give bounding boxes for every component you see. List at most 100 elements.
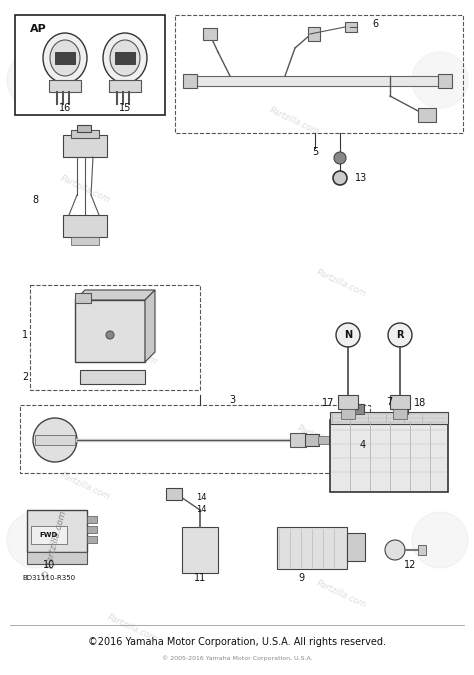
Bar [418, 108, 436, 122]
Text: 7: 7 [386, 397, 392, 407]
Bar [87, 516, 97, 523]
Text: Partzilla.com: Partzilla.com [59, 173, 112, 205]
Bar [393, 409, 407, 419]
Bar [35, 435, 75, 445]
Bar [338, 395, 358, 409]
Text: 15: 15 [119, 103, 131, 113]
Bar [27, 552, 87, 564]
Bar [341, 409, 355, 419]
Bar [31, 526, 67, 544]
Bar [390, 395, 410, 409]
Circle shape [33, 418, 77, 462]
Bar [15, 15, 165, 115]
Text: 4: 4 [360, 440, 366, 450]
Bar [87, 526, 97, 533]
Text: 5: 5 [312, 147, 318, 157]
Bar [115, 52, 135, 64]
Bar [49, 80, 81, 92]
Circle shape [336, 323, 360, 347]
Text: 1: 1 [22, 330, 28, 340]
Text: 16: 16 [59, 103, 71, 113]
Ellipse shape [110, 40, 140, 76]
Text: © 2005-2016 Yamaha Motor Corporation, U.S.A.: © 2005-2016 Yamaha Motor Corporation, U.… [162, 655, 312, 661]
Bar [87, 536, 97, 543]
Bar [305, 434, 319, 446]
Text: N: N [344, 330, 352, 340]
Text: 9: 9 [298, 573, 304, 583]
Text: ©2016 Yamaha Motor Corporation, U.S.A. All rights reserved.: ©2016 Yamaha Motor Corporation, U.S.A. A… [88, 637, 386, 647]
Polygon shape [145, 290, 155, 362]
Bar [27, 510, 87, 552]
Circle shape [333, 171, 347, 185]
Text: Partzilla.com: Partzilla.com [106, 612, 159, 643]
Circle shape [388, 323, 412, 347]
Text: Partzilla.com: Partzilla.com [106, 335, 159, 367]
Circle shape [7, 52, 63, 108]
Text: BD31110-R350: BD31110-R350 [22, 575, 75, 581]
Bar [109, 80, 141, 92]
Circle shape [385, 540, 405, 560]
Bar [30, 285, 200, 390]
Text: 10: 10 [43, 560, 55, 570]
Text: © partzilla.com: © partzilla.com [42, 510, 68, 580]
Bar [75, 300, 145, 362]
Bar [438, 74, 452, 88]
Text: FWD: FWD [40, 532, 58, 538]
Bar [330, 412, 448, 424]
Text: Partzilla.com: Partzilla.com [296, 423, 349, 454]
Bar [20, 405, 370, 473]
Bar [308, 27, 320, 41]
Text: 2: 2 [22, 372, 28, 382]
Text: 3: 3 [229, 395, 235, 405]
Bar [342, 432, 356, 448]
Text: Partzilla.com: Partzilla.com [59, 470, 112, 502]
Bar [55, 52, 75, 64]
Bar [71, 130, 99, 138]
Bar [330, 420, 448, 492]
Ellipse shape [43, 33, 87, 83]
Bar [63, 135, 107, 157]
Text: 12: 12 [404, 560, 416, 570]
Text: 14: 14 [196, 506, 207, 514]
Bar [183, 74, 197, 88]
Text: 14: 14 [196, 493, 207, 502]
Bar [185, 76, 441, 86]
Bar [350, 404, 364, 414]
Circle shape [106, 331, 114, 339]
Bar [277, 527, 347, 569]
Text: 8: 8 [32, 195, 38, 205]
Text: 18: 18 [414, 398, 426, 408]
Circle shape [7, 512, 63, 568]
Polygon shape [75, 290, 155, 300]
Bar [182, 527, 218, 573]
Text: 11: 11 [194, 573, 206, 583]
Bar [63, 215, 107, 237]
Bar [166, 488, 182, 500]
Ellipse shape [103, 33, 147, 83]
Text: Partzilla.com: Partzilla.com [315, 578, 368, 610]
Bar [290, 433, 306, 447]
Bar [345, 22, 357, 32]
Bar [347, 533, 365, 561]
Text: 17: 17 [322, 398, 334, 408]
Bar [394, 404, 408, 414]
Ellipse shape [50, 40, 80, 76]
Bar [75, 293, 91, 303]
Bar [418, 545, 426, 555]
Text: AP: AP [30, 24, 47, 34]
Circle shape [334, 152, 346, 164]
Bar [80, 370, 145, 384]
Bar [71, 237, 99, 245]
Bar [203, 28, 217, 40]
Text: Partzilla.com: Partzilla.com [315, 268, 368, 299]
Circle shape [412, 52, 468, 108]
Text: 6: 6 [372, 19, 378, 29]
Bar [318, 436, 330, 444]
Circle shape [412, 512, 468, 568]
Text: R: R [396, 330, 404, 340]
Bar [77, 125, 91, 132]
Bar [175, 15, 463, 133]
Text: Partzilla.com: Partzilla.com [267, 106, 320, 137]
Text: 13: 13 [355, 173, 367, 183]
Circle shape [344, 443, 354, 453]
